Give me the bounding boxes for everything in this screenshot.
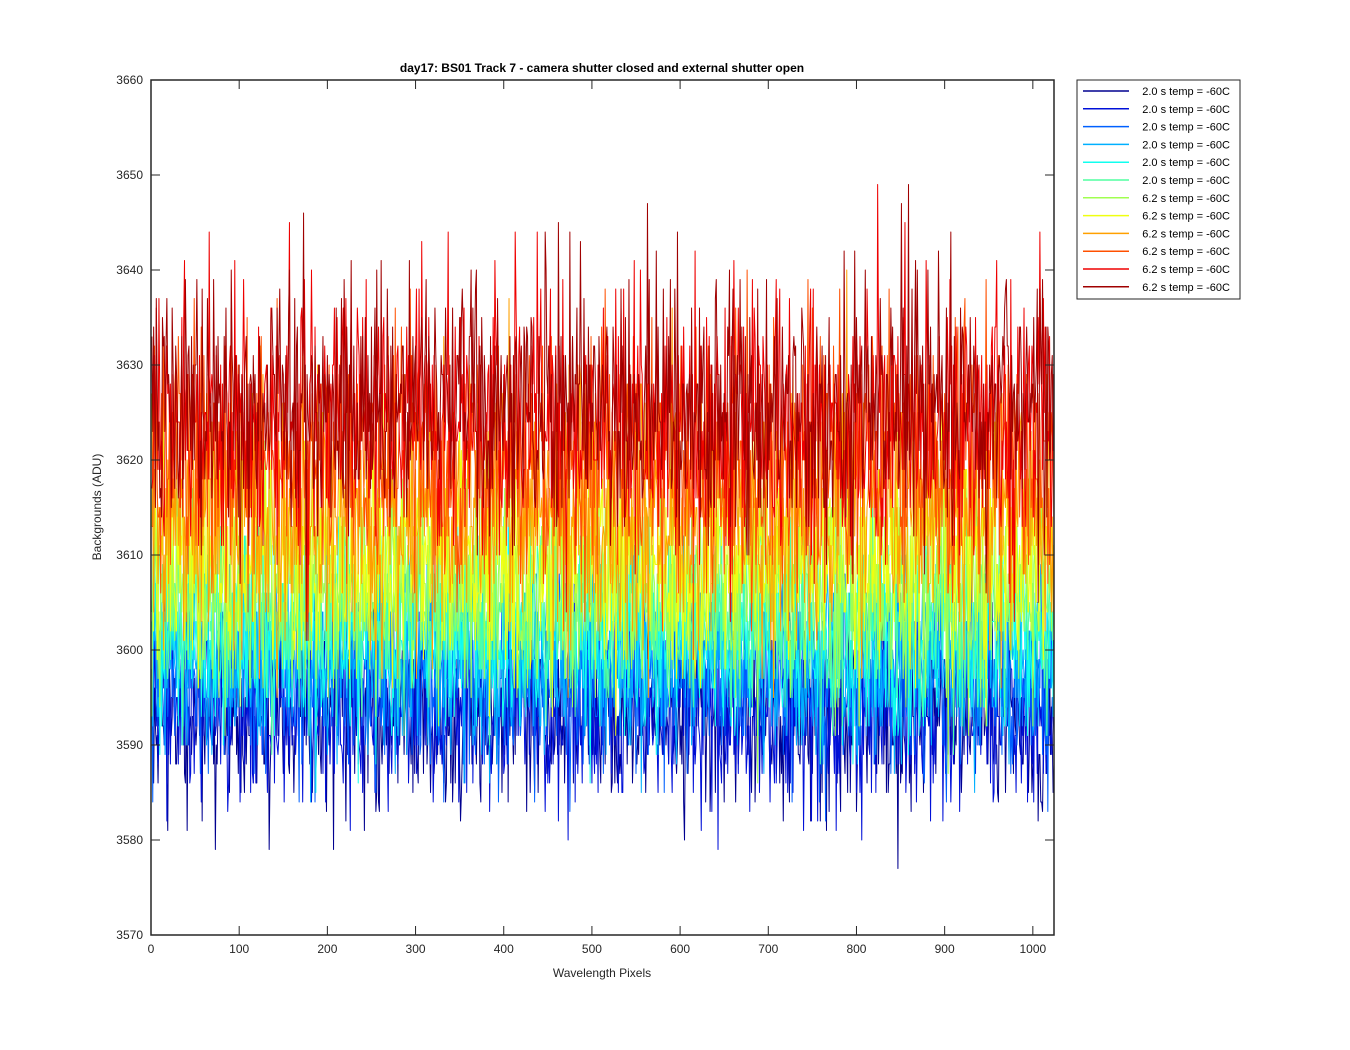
y-tick-label: 3640 — [116, 263, 143, 277]
legend-label: 2.0 s temp = -60C — [1142, 86, 1230, 98]
y-axis: 3570 3580 3590 3600 3610 3620 3630 3640 3650 3660 — [116, 73, 1054, 942]
legend-label: 6.2 s temp = -60C — [1142, 228, 1230, 240]
legend-label: 6.2 s temp = -60C — [1142, 282, 1230, 294]
y-tick-label: 3610 — [116, 548, 143, 562]
chart-title: day17: BS01 Track 7 - camera shutter clo… — [400, 61, 804, 75]
x-tick-label: 1000 — [1019, 942, 1046, 956]
x-tick-label: 100 — [229, 942, 249, 956]
legend-box — [1076, 79, 1241, 300]
x-tick-label: 0 — [148, 942, 155, 956]
legend: 2.0 s temp = -60C 2.0 s temp = -60C 2.0 s … — [1076, 79, 1241, 300]
y-tick-label: 3570 — [116, 928, 143, 942]
x-tick-label: 900 — [935, 942, 955, 956]
series-layer — [151, 184, 1054, 869]
y-tick-label: 3650 — [116, 168, 143, 182]
legend-label: 6.2 s temp = -60C — [1142, 246, 1230, 258]
y-tick-label: 3600 — [116, 643, 143, 657]
x-tick-label: 500 — [582, 942, 602, 956]
series-line — [151, 184, 1054, 641]
x-axis: 0 100 200 300 400 500 600 700 800 900 1000 — [148, 80, 1047, 956]
legend-label: 6.2 s temp = -60C — [1142, 211, 1230, 223]
legend-label: 2.0 s temp = -60C — [1142, 175, 1230, 187]
x-tick-label: 800 — [846, 942, 866, 956]
y-axis-label: Backgrounds (ADU) — [90, 454, 104, 561]
legend-label: 2.0 s temp = -60C — [1142, 157, 1230, 169]
legend-label: 6.2 s temp = -60C — [1142, 193, 1230, 205]
x-tick-label: 400 — [494, 942, 514, 956]
legend-items: 2.0 s temp = -60C 2.0 s temp = -60C 2.0 s … — [1083, 86, 1230, 294]
y-tick-label: 3620 — [116, 453, 143, 467]
x-tick-label: 300 — [406, 942, 426, 956]
y-tick-label: 3580 — [116, 833, 143, 847]
y-tick-label: 3590 — [116, 738, 143, 752]
x-tick-label: 600 — [670, 942, 690, 956]
y-tick-label: 3630 — [116, 358, 143, 372]
plot-frame — [150, 79, 1055, 936]
legend-label: 2.0 s temp = -60C — [1142, 104, 1230, 116]
legend-label: 2.0 s temp = -60C — [1142, 122, 1230, 134]
y-tick-label: 3660 — [116, 73, 143, 87]
legend-label: 6.2 s temp = -60C — [1142, 264, 1230, 276]
legend-label: 2.0 s temp = -60C — [1142, 139, 1230, 151]
x-tick-label: 200 — [317, 942, 337, 956]
x-tick-label: 700 — [758, 942, 778, 956]
x-axis-label: Wavelength Pixels — [553, 966, 651, 980]
